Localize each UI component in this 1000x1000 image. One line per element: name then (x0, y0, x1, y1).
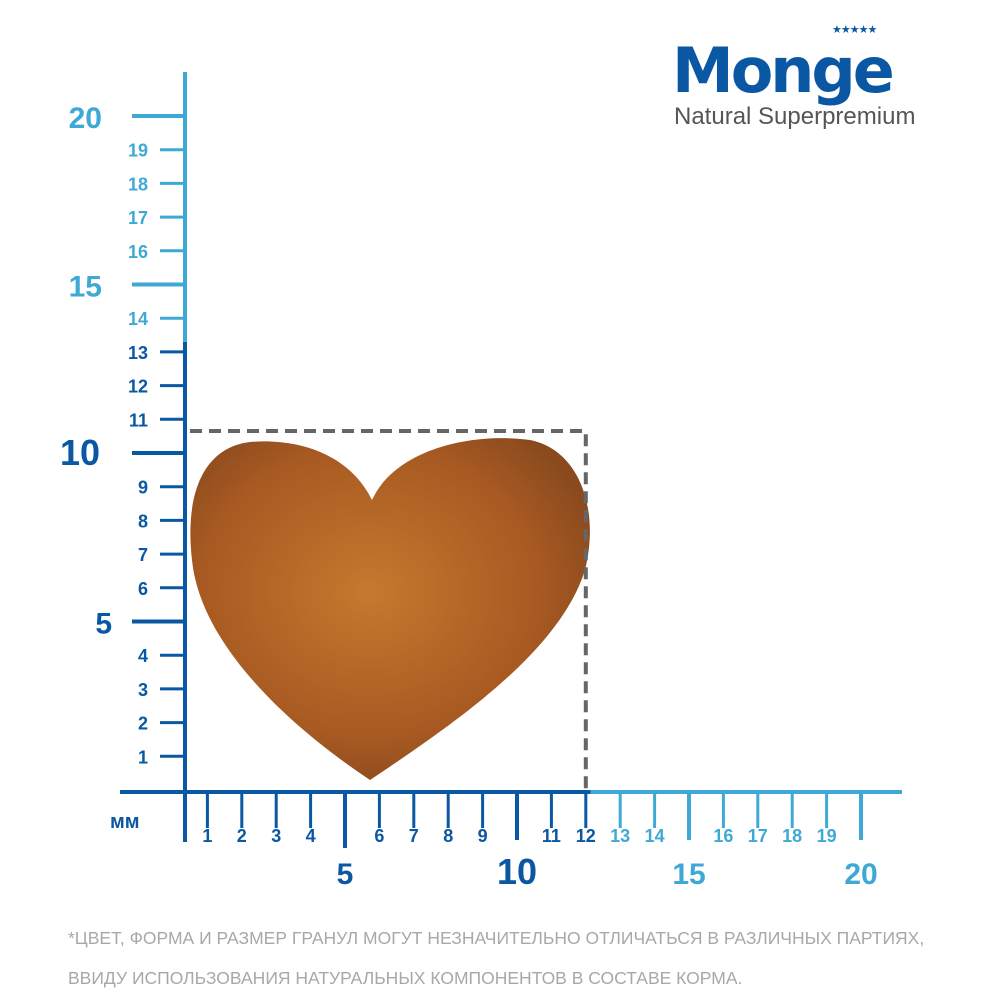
x-tick-label: 4 (306, 826, 316, 846)
footnote: *Цвет, форма и размер гранул могут незна… (68, 918, 948, 998)
brand-name: Monge (672, 34, 895, 107)
x-tick-label: 9 (478, 826, 488, 846)
dashed-outline (190, 429, 588, 792)
x-tick-label: 17 (748, 826, 768, 846)
x-tick-label: 14 (645, 826, 665, 846)
kibble-bounding-box (190, 429, 588, 792)
y-major-label: 15 (69, 271, 102, 304)
y-tick-label: 19 (128, 141, 148, 161)
y-tick-label: 16 (128, 242, 148, 262)
y-tick-label: 4 (138, 646, 148, 666)
y-tick-label: 17 (128, 208, 148, 228)
footnote-line-2: ввиду использования натуральных компонен… (68, 968, 743, 988)
stars-icon: ★★★★★ (832, 24, 877, 36)
x-tick-label: 2 (237, 826, 247, 846)
footnote-line-1: *Цвет, форма и размер гранул могут незна… (68, 928, 925, 948)
y-tick-label: 6 (138, 579, 148, 599)
y-tick-label: 12 (128, 377, 148, 397)
y-major-label: 5 (95, 608, 112, 641)
x-tick-label: 12 (576, 826, 596, 846)
y-tick-label: 13 (128, 343, 148, 363)
y-tick-label: 3 (138, 680, 148, 700)
kibble-heart (190, 438, 590, 780)
x-tick-label: 6 (374, 826, 384, 846)
x-major-label: 15 (672, 858, 705, 891)
x-tick-label: 13 (610, 826, 630, 846)
x-tick-label: 3 (271, 826, 281, 846)
y-tick-label: 9 (138, 478, 148, 498)
x-major-label: 20 (844, 858, 877, 891)
x-tick-label: 16 (713, 826, 733, 846)
x-tick-label: 19 (817, 826, 837, 846)
y-tick-label: 7 (138, 545, 148, 565)
y-major-label: 10 (60, 432, 100, 473)
x-tick-label: 18 (782, 826, 802, 846)
y-major-label: 20 (69, 102, 102, 135)
brand-tagline: Natural Superpremium (674, 103, 916, 130)
y-tick-label: 14 (128, 309, 148, 329)
y-tick-label: 1 (138, 747, 148, 767)
x-tick-label: 7 (409, 826, 419, 846)
unit-label: мм (110, 811, 140, 833)
y-tick-label: 18 (128, 174, 148, 194)
x-major-label: 5 (337, 858, 354, 891)
y-tick-label: 11 (129, 410, 148, 430)
x-tick-label: 8 (443, 826, 453, 846)
x-tick-label: 11 (542, 826, 561, 846)
y-tick-label: 2 (138, 714, 148, 734)
x-tick-label: 1 (202, 826, 212, 846)
y-tick-label: 8 (138, 511, 148, 531)
x-major-label: 10 (497, 851, 537, 892)
brand-logo: ★★★★★ Monge Natural Superpremium (672, 24, 942, 130)
